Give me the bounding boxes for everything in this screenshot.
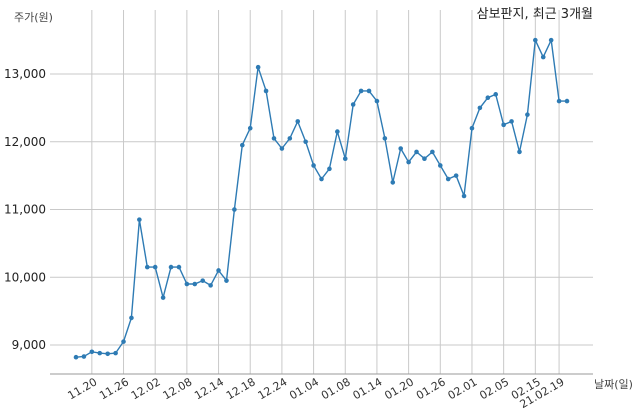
data-point <box>208 283 213 288</box>
data-point <box>477 105 483 111</box>
x-tick-label: 12.02 <box>129 375 163 402</box>
data-point <box>540 54 546 60</box>
data-point <box>548 37 554 43</box>
x-tick-label: 02.05 <box>477 375 511 402</box>
x-tick-label: 11.26 <box>97 375 131 402</box>
y-tick-label: 10,000 <box>4 270 46 284</box>
data-point <box>184 281 190 287</box>
data-point <box>533 37 538 43</box>
x-tick-label: 11.20 <box>66 375 100 402</box>
data-point <box>303 139 308 145</box>
x-axis-label: 날짜(일) <box>594 377 633 391</box>
data-point <box>319 176 324 182</box>
data-point <box>366 88 372 94</box>
y-tick-labels: 9,000 10,000 11,000 12,000 13,000 <box>4 67 46 352</box>
data-point <box>525 112 530 117</box>
data-point <box>263 88 269 94</box>
x-tick-label: 01.20 <box>382 375 416 402</box>
x-tick-label: 12.14 <box>192 375 226 402</box>
data-point <box>216 268 221 273</box>
data-point <box>144 264 150 270</box>
data-point <box>564 98 570 104</box>
price-series-points <box>73 37 570 360</box>
data-point <box>295 119 301 124</box>
data-point <box>232 207 237 212</box>
data-point <box>501 122 506 128</box>
data-point <box>469 125 475 131</box>
data-point <box>152 264 158 270</box>
data-point <box>374 98 380 104</box>
data-point <box>335 129 340 134</box>
data-point <box>358 88 364 94</box>
chart-title: 삼보판지, 최근 3개월 <box>477 7 593 22</box>
price-series-line <box>75 37 567 358</box>
data-point <box>73 354 79 360</box>
data-point <box>271 136 277 141</box>
y-tick-label: 12,000 <box>4 135 46 149</box>
data-point <box>287 136 293 141</box>
data-point <box>461 193 467 199</box>
data-point <box>517 149 522 155</box>
y-tick-label: 11,000 <box>4 203 46 217</box>
data-point <box>81 354 87 359</box>
y-tick-label: 9,000 <box>12 338 46 352</box>
y-tick-label: 13,000 <box>4 67 46 81</box>
data-point <box>137 217 142 222</box>
data-point <box>414 149 419 155</box>
y-axis-label: 주가(원) <box>14 11 53 24</box>
data-point <box>430 149 435 155</box>
data-point <box>129 315 134 321</box>
data-point <box>160 295 166 300</box>
data-point <box>168 264 174 270</box>
data-point <box>493 92 499 97</box>
data-point <box>398 146 403 151</box>
data-point <box>445 176 451 182</box>
data-point <box>485 95 491 101</box>
data-point <box>390 180 396 185</box>
data-point <box>350 102 356 107</box>
data-point <box>255 64 261 70</box>
data-point <box>192 281 198 287</box>
data-point <box>556 98 562 104</box>
data-point <box>176 264 182 270</box>
data-point <box>89 349 95 355</box>
data-point <box>311 163 316 168</box>
data-point <box>105 351 110 357</box>
data-point <box>422 156 427 161</box>
data-point <box>437 163 443 168</box>
data-point <box>453 173 459 178</box>
grid-lines <box>50 10 593 374</box>
data-point <box>240 142 245 148</box>
x-tick-labels: 11.2011.2612.0212.0812.1412.1812.2401.04… <box>66 375 567 411</box>
data-point <box>327 166 332 172</box>
data-point <box>224 278 229 283</box>
data-point <box>279 146 285 151</box>
x-tick-label: 12.18 <box>224 375 258 402</box>
data-point <box>406 159 411 165</box>
data-point <box>97 350 103 356</box>
data-point <box>247 125 253 131</box>
data-point <box>382 136 388 141</box>
x-tick-label: 01.14 <box>351 375 385 402</box>
data-point <box>509 119 514 124</box>
data-point <box>113 350 118 356</box>
x-tick-label: 01.08 <box>319 375 353 402</box>
x-tick-label: 12.24 <box>256 375 290 402</box>
x-tick-label: 12.08 <box>161 375 195 402</box>
data-point <box>200 278 206 283</box>
data-point <box>121 339 126 344</box>
data-point <box>342 156 348 161</box>
x-tick-label: 01.26 <box>414 375 448 402</box>
x-tick-label: 01.04 <box>287 375 321 402</box>
x-tick-label: 02.01 <box>446 375 480 402</box>
